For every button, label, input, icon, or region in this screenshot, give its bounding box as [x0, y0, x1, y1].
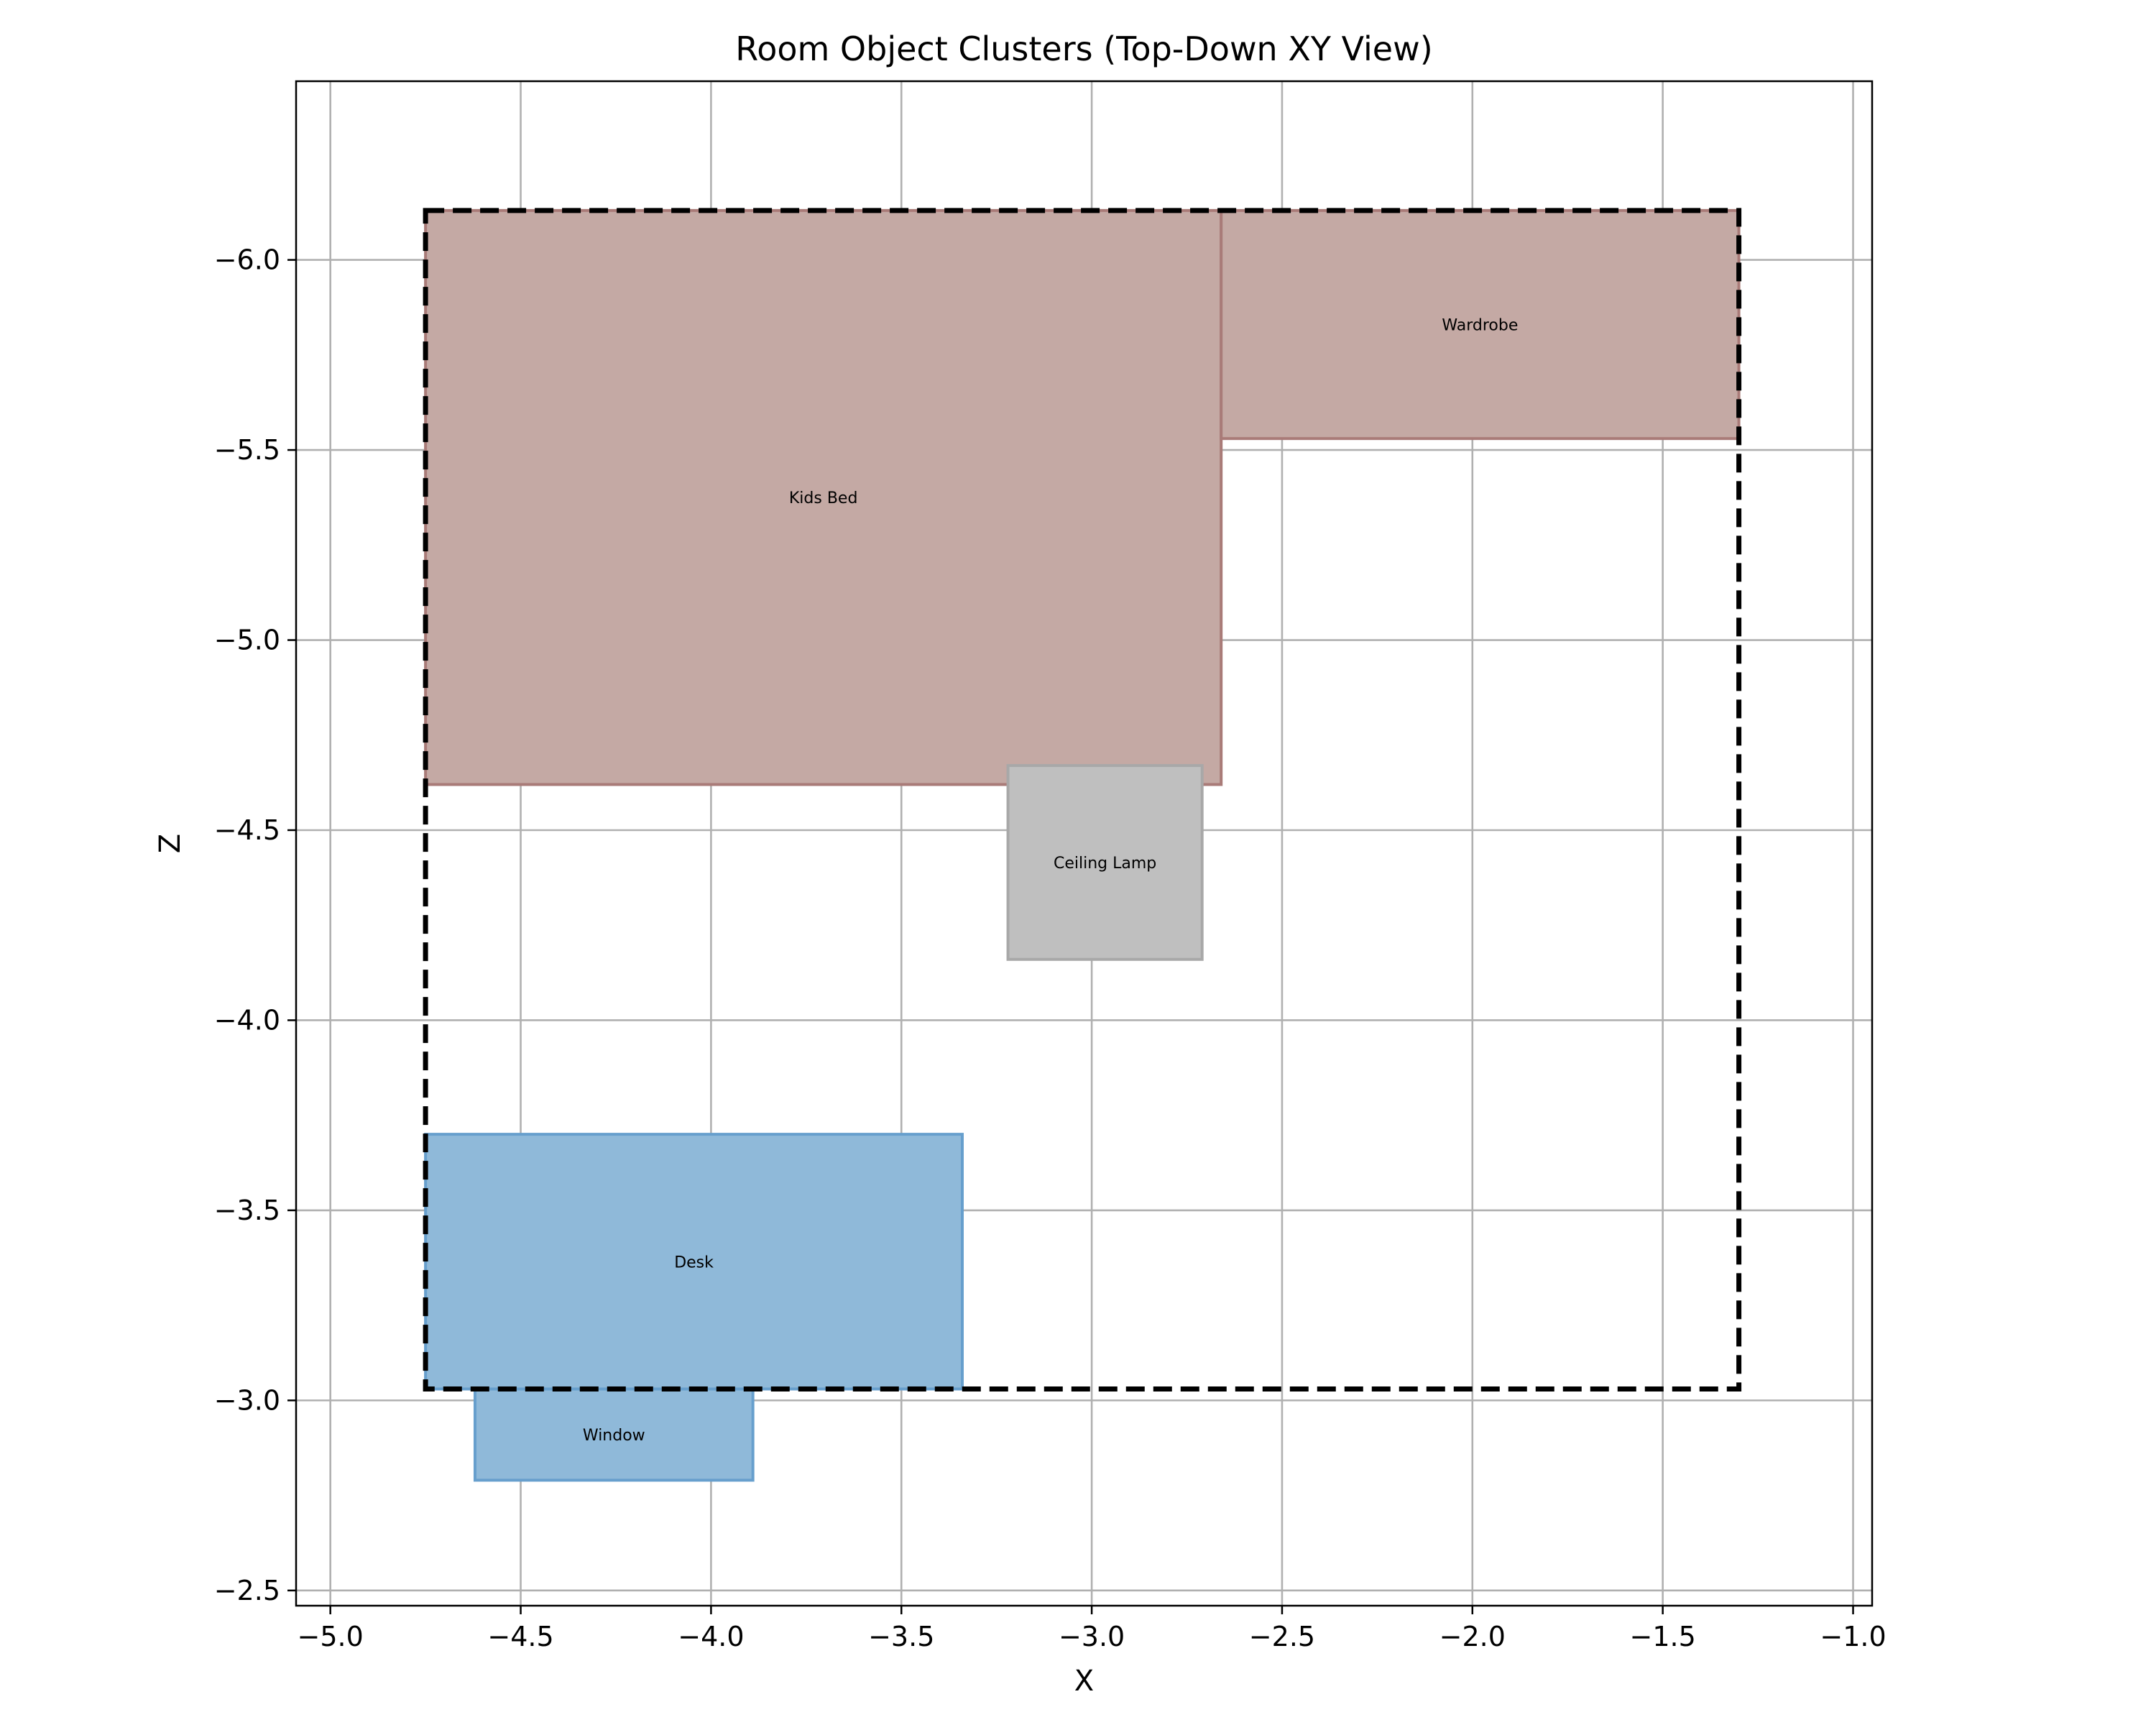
wardrobe-rect: [1220, 208, 1741, 441]
x-axis-label: X: [1074, 1665, 1094, 1698]
wardrobe-label: Wardrobe: [1442, 317, 1518, 335]
desk-label: Desk: [674, 1254, 714, 1271]
y-tick-label: −3.0: [214, 1384, 280, 1416]
y-axis-label: Z: [154, 834, 187, 853]
x-tick-label: −2.0: [1439, 1621, 1506, 1652]
x-tick-label: −1.0: [1820, 1621, 1886, 1652]
room-boundary-layer: [423, 208, 1742, 1392]
axis-ticks: −5.0 −4.5 −4.0 −3.5 −3.0 −2.5 −2.0 −1.5 −1.0 −6.0…: [214, 244, 1886, 1652]
ceiling-lamp-rect: [1006, 764, 1204, 961]
y-tick-label: −3.5: [214, 1195, 280, 1226]
plot-frame: [295, 80, 1874, 1607]
y-tick-label: −6.0: [214, 244, 280, 276]
objects: Kids Bed Wardrobe Ceiling Lamp Desk Window: [424, 208, 1741, 1482]
x-tick-label: −3.0: [1059, 1621, 1125, 1652]
window-label: Window: [583, 1427, 645, 1445]
y-tick-label: −4.0: [214, 1004, 280, 1036]
y-tick-label: −4.5: [214, 814, 280, 846]
ceiling-lamp-label: Ceiling Lamp: [1054, 855, 1156, 873]
x-tick-label: −5.0: [298, 1621, 364, 1652]
x-tick-label: −3.5: [868, 1621, 934, 1652]
x-tick-label: −4.0: [678, 1621, 744, 1652]
x-tick-label: −2.5: [1249, 1621, 1315, 1652]
desk-rect: [424, 1133, 964, 1391]
y-tick-label: −5.5: [214, 434, 280, 466]
x-tick-label: −1.5: [1630, 1621, 1696, 1652]
kids-bed-rect: [424, 208, 1223, 786]
y-tick-label: −2.5: [214, 1575, 280, 1606]
x-tick-label: −4.5: [487, 1621, 553, 1652]
y-tick-label: −5.0: [214, 625, 280, 656]
kids-bed-label: Kids Bed: [789, 489, 858, 507]
window-rect: [473, 1387, 755, 1482]
chart-title: Room Object Clusters (Top-Down XY View): [735, 29, 1432, 68]
room-boundary-rect: [423, 208, 1742, 1392]
